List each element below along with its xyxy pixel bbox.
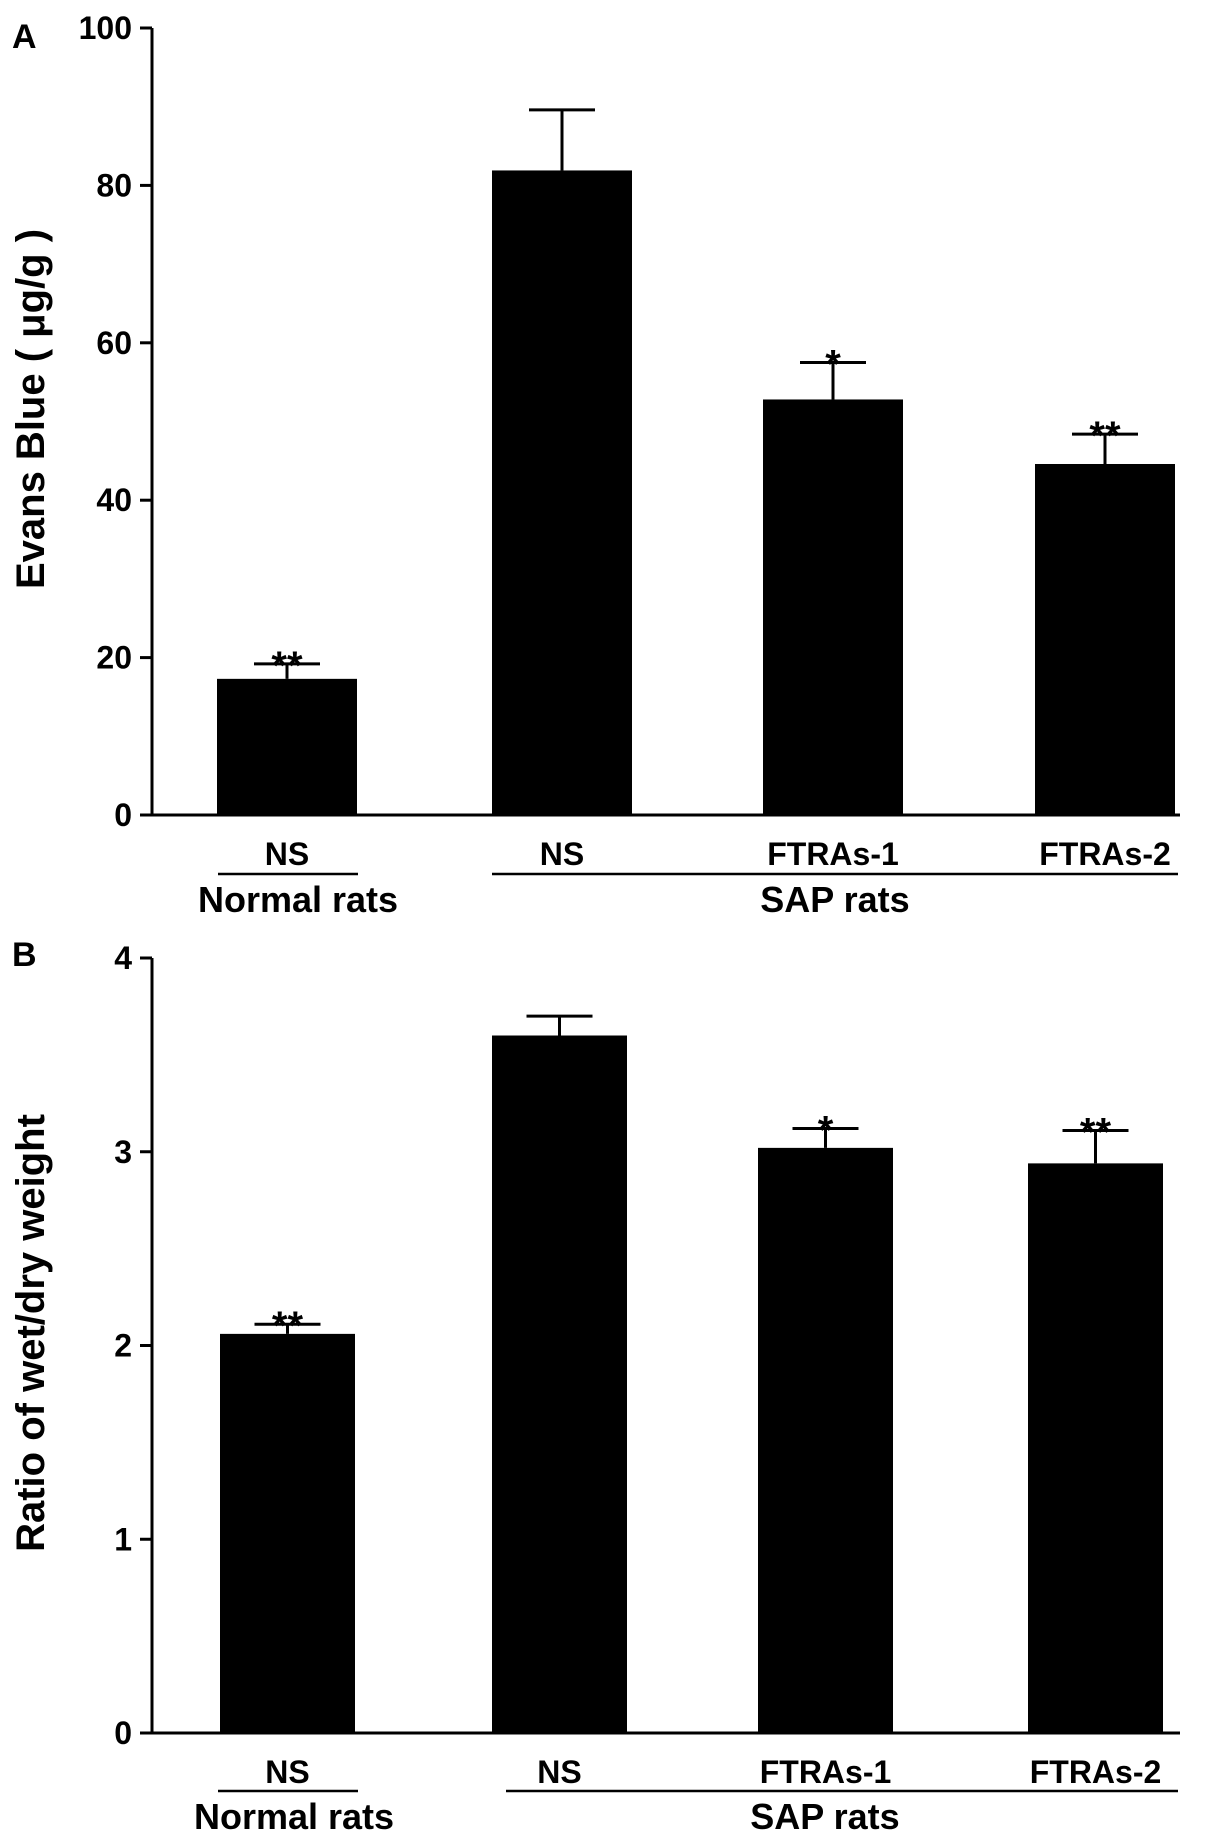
category-label: FTRAs-2 <box>1039 836 1171 872</box>
category-label: NS <box>537 1754 581 1790</box>
y-tick-label: 40 <box>96 482 132 518</box>
y-tick-label: 4 <box>114 940 132 976</box>
y-tick-label: 2 <box>114 1328 132 1364</box>
bar <box>1028 1163 1163 1733</box>
significance-marker: ** <box>271 644 303 688</box>
y-tick-label: 100 <box>79 10 132 46</box>
group-label-normal: Normal rats <box>198 879 398 920</box>
category-label: FTRAs-1 <box>760 1754 892 1790</box>
bar <box>763 399 903 815</box>
y-axis-title: Ratio of wet/dry weight <box>9 1114 53 1552</box>
y-tick-label: 0 <box>114 797 132 833</box>
category-label: NS <box>265 836 309 872</box>
chart-panel-a: A 0 20 40 60 80 100 Evans Blue ( μg/g ) ** NS NS * F… <box>9 10 1180 920</box>
bar <box>217 678 357 815</box>
y-axis-title: Evans Blue ( μg/g ) <box>9 229 53 589</box>
y-tick-label: 80 <box>96 167 132 203</box>
y-tick-label: 0 <box>114 1715 132 1751</box>
group-label-normal: Normal rats <box>194 1796 394 1837</box>
chart-panel-b: B 0 1 2 3 4 Ratio of wet/dry weight ** NS NS * FTRA… <box>9 936 1180 1837</box>
bar <box>492 1035 627 1733</box>
category-label: FTRAs-2 <box>1030 1754 1162 1790</box>
category-label: NS <box>265 1754 309 1790</box>
group-label-sap: SAP rats <box>760 879 909 920</box>
y-tick-label: 1 <box>114 1521 132 1557</box>
panel-letter: A <box>12 18 37 56</box>
bar <box>492 170 632 815</box>
bar <box>220 1333 355 1733</box>
significance-marker: * <box>818 1109 834 1153</box>
y-tick-label: 3 <box>114 1134 132 1170</box>
y-tick-label: 60 <box>96 325 132 361</box>
significance-marker: ** <box>1080 1110 1112 1154</box>
category-label: FTRAs-1 <box>767 836 899 872</box>
significance-marker: * <box>825 342 841 386</box>
category-label: NS <box>540 836 584 872</box>
bar <box>1035 463 1175 815</box>
significance-marker: ** <box>1089 414 1121 458</box>
bar <box>758 1147 893 1733</box>
group-label-sap: SAP rats <box>750 1796 899 1837</box>
panel-letter: B <box>12 936 37 974</box>
significance-marker: ** <box>272 1304 304 1348</box>
y-tick-label: 20 <box>96 640 132 676</box>
